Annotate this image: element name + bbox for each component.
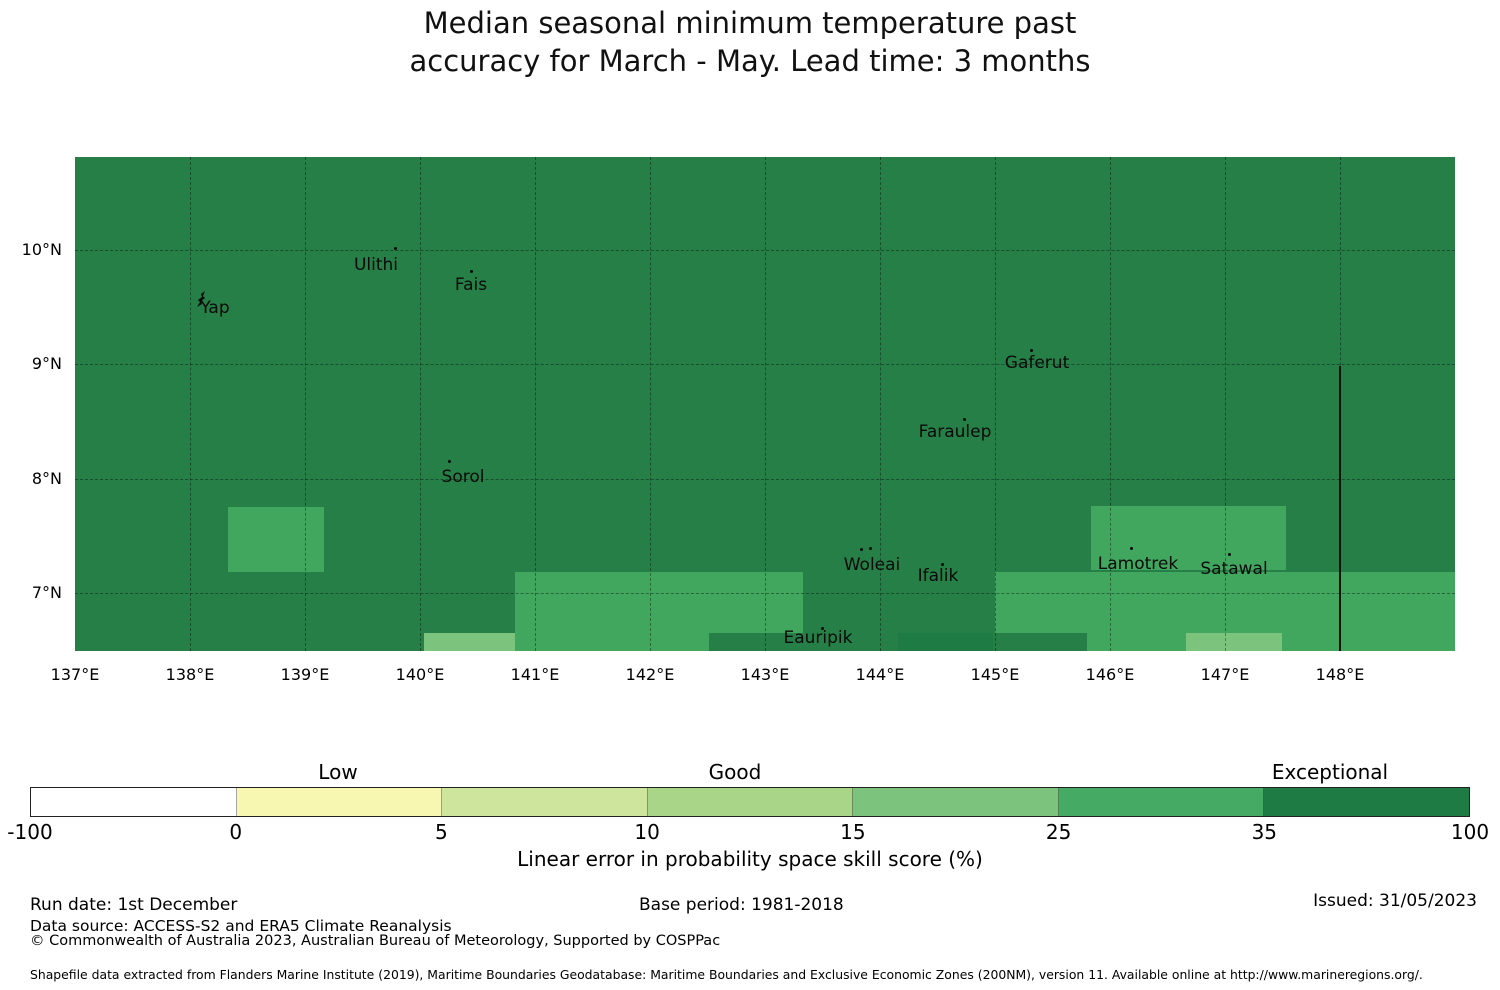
colorbar-tick-neg100: -100 [7,820,53,844]
grid-line [75,364,1455,365]
x-tick-147e: 147°E [1200,665,1250,684]
skill-cell-bottom-144e-35-100 [898,633,993,651]
island-label-gaferut: Gaferut [1004,353,1070,373]
colorbar-segment-1 [31,788,237,816]
chart-title: Median seasonal minimum temperature past… [0,4,1500,80]
skill-cell-bottom-145e-35-100 [995,633,1087,651]
grid-line [75,593,1455,594]
data-source-text: Data source: ACCESS-S2 and ERA5 Climate … [30,917,452,935]
x-tick-145e: 145°E [970,665,1020,684]
x-tick-148e: 148°E [1315,665,1365,684]
y-tick-10n: 10°N [21,240,62,259]
x-tick-142e: 142°E [625,665,675,684]
island-label-eauripik: Eauripik [783,628,853,648]
skill-cell-bottom-143e-35-100 [709,633,803,651]
colorbar-segment-5 [853,788,1059,816]
colorbar [30,787,1470,817]
x-tick-138e: 138°E [165,665,215,684]
skill-cell-bottom-140e-15-25 [424,633,515,651]
colorbar-category-good: Good [708,760,762,784]
x-tick-141e: 141°E [510,665,560,684]
island-marker-eauripik [821,627,824,630]
x-tick-140e: 140°E [395,665,445,684]
grid-line [995,157,996,651]
skill-cell-bottom-147e-15-25 [1186,633,1282,651]
island-label-ulithi: Ulithi [353,255,399,275]
issued-date-text: Issued: 31/05/2023 [1313,891,1477,911]
colorbar-category-low: Low [318,760,358,784]
x-tick-143e: 143°E [740,665,790,684]
island-marker-ulithi [394,247,397,250]
yap-island-shape-icon [197,291,205,307]
island-label-satawal: Satawal [1200,559,1268,579]
island-label-sorol: Sorol [441,467,485,487]
base-period-text: Base period: 1981-2018 [639,895,844,915]
run-date-text: Run date: 1st December [30,895,238,915]
island-marker-woleai-2 [869,547,872,550]
island-marker-sorol [448,460,451,463]
x-tick-146e: 146°E [1085,665,1135,684]
grid-line [190,157,191,651]
island-label-faraulep: Faraulep [918,422,992,442]
colorbar-tick-25: 25 [1045,820,1072,844]
island-label-ifalik: Ifalik [917,566,959,586]
colorbar-tick-0: 0 [229,820,243,844]
grid-line [305,157,306,651]
colorbar-segment-2 [236,788,443,816]
grid-line [650,157,651,651]
island-marker-gaferut [1030,349,1033,352]
y-tick-7n: 7°N [31,583,62,602]
colorbar-category-exceptional: Exceptional [1271,760,1389,784]
chart-title-line2: accuracy for March - May. Lead time: 3 m… [409,44,1091,78]
grid-line [75,250,1455,251]
x-tick-144e: 144°E [855,665,905,684]
island-marker-faraulep [963,418,966,421]
island-marker-fais [470,270,473,273]
colorbar-title: Linear error in probability space skill … [517,847,983,871]
grid-line [1225,157,1226,651]
shapefile-note-text: Shapefile data extracted from Flanders M… [30,967,1423,982]
grid-line [880,157,881,651]
island-label-woleai: Woleai [843,555,901,575]
island-marker-satawal [1228,553,1231,556]
y-tick-9n: 9°N [31,354,62,373]
colorbar-tick-10: 10 [634,820,660,844]
grid-line [75,479,1455,480]
x-tick-139e: 139°E [280,665,330,684]
colorbar-segment-7 [1264,788,1470,816]
island-label-yap: Yap [200,298,230,318]
colorbar-tick-100: 100 [1450,820,1490,844]
chart-title-line1: Median seasonal minimum temperature past [423,6,1077,40]
skill-cell-lamotrek-25-35 [1091,506,1286,570]
colorbar-segment-3 [442,788,648,816]
island-marker-ifalik [941,563,944,566]
grid-line [765,157,766,651]
skill-cell-yap-25-35 [228,507,324,572]
grid-line [420,157,421,651]
island-marker-lamotrek [1130,547,1133,550]
x-tick-137e: 137°E [50,665,100,684]
grid-line [1110,157,1111,651]
y-tick-8n: 8°N [31,469,62,488]
colorbar-tick-35: 35 [1251,820,1278,844]
island-label-lamotrek: Lamotrek [1097,554,1179,574]
colorbar-tick-15: 15 [840,820,866,844]
colorbar-segment-6 [1058,788,1265,816]
copyright-text: © Commonwealth of Australia 2023, Austra… [30,933,721,949]
colorbar-tick-5: 5 [435,820,448,844]
island-label-fais: Fais [454,275,488,295]
colorbar-segment-4 [647,788,854,816]
island-marker-woleai [860,548,863,551]
grid-line [535,157,536,651]
eez-boundary-line [1339,366,1341,651]
map-panel: Yap Ulithi Fais Sorol Gaferut Faraulep W… [75,157,1455,651]
